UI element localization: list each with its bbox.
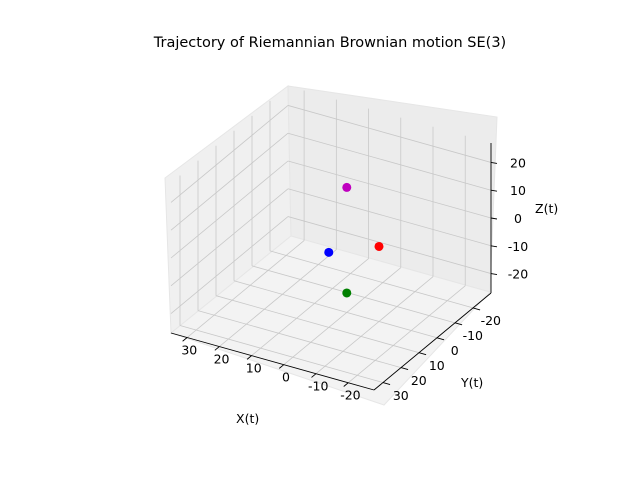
grid-line-z [170,188,289,287]
x-tick-label: 10 [429,358,445,373]
x-tick-label: 0 [451,343,459,358]
z-tick-mark [490,189,498,192]
grid-line-z [170,216,289,314]
grid-line-x [233,280,438,339]
z-tick-mark [490,217,498,220]
x-tick-mark [418,352,427,356]
x-tick-label: -20 [481,313,501,328]
grid-line-y [315,276,434,375]
grid-line-y [186,240,305,338]
x-tick-label: 20 [411,373,427,388]
data-point-1 [342,182,352,192]
y-tick-label: 0 [282,370,290,385]
z-tick-mark [490,162,498,164]
z-tick-label: 20 [510,155,526,170]
y-tick-mark [311,373,317,378]
x-axis-line [170,332,375,391]
y-axis-line [373,292,492,391]
y-tick-label: 10 [246,361,262,376]
z-axis-label: Z(t) [535,201,558,216]
grid-line-z [170,160,289,259]
grid-line-z [287,216,492,274]
grid-line-x [269,250,474,309]
y-tick-mark [246,355,252,360]
y-tick-mark [343,382,349,387]
y-tick-label: -20 [340,388,360,403]
y-tick-mark [214,346,220,351]
grid-lines [170,90,492,384]
grid-line-x [197,310,402,369]
y-tick-mark [278,364,285,369]
axes [170,143,498,391]
x-tick-mark [472,307,481,311]
x-tick-mark [400,367,409,371]
data-points [324,182,384,298]
grid-line-y [283,267,402,365]
grid-line-x [179,325,384,383]
z-tick-mark [490,273,498,275]
grid-line-z [287,160,492,219]
z-tick-label: -10 [508,239,528,254]
z-tick-mark [490,245,498,248]
grid-line-y [347,285,466,384]
data-point-4 [342,288,352,298]
grid-line-y [219,249,337,347]
y-tick-label: 20 [214,352,230,367]
grid-line-z [287,105,492,163]
x-tick-mark [436,337,445,341]
z-tick-label: 0 [514,211,522,226]
x-tick-mark [454,322,463,326]
x-tick-mark [382,382,391,385]
data-point-2 [324,247,334,257]
y-tick-mark [182,337,188,342]
grid-line-z [287,188,492,247]
data-point-3 [374,241,384,251]
grid-line-z [170,132,289,231]
z-tick-label: 10 [510,183,526,198]
y-tick-label: 30 [181,342,197,357]
y-tick-label: -10 [308,379,328,394]
grid-line-x [215,295,420,354]
grid-line-x [251,265,456,324]
x-tick-label: -10 [463,328,483,343]
chart-title: Trajectory of Riemannian Brownian motion… [153,35,507,51]
x-axis-label: X(t) [236,411,259,426]
y-axis-label: Y(t) [460,375,483,390]
z-tick-label: -20 [508,267,528,282]
grid-line-z [170,105,289,203]
x-tick-label: 30 [393,388,409,403]
grid-line-y [251,258,369,356]
grid-line-z [287,132,492,191]
floor-pane [169,235,491,406]
